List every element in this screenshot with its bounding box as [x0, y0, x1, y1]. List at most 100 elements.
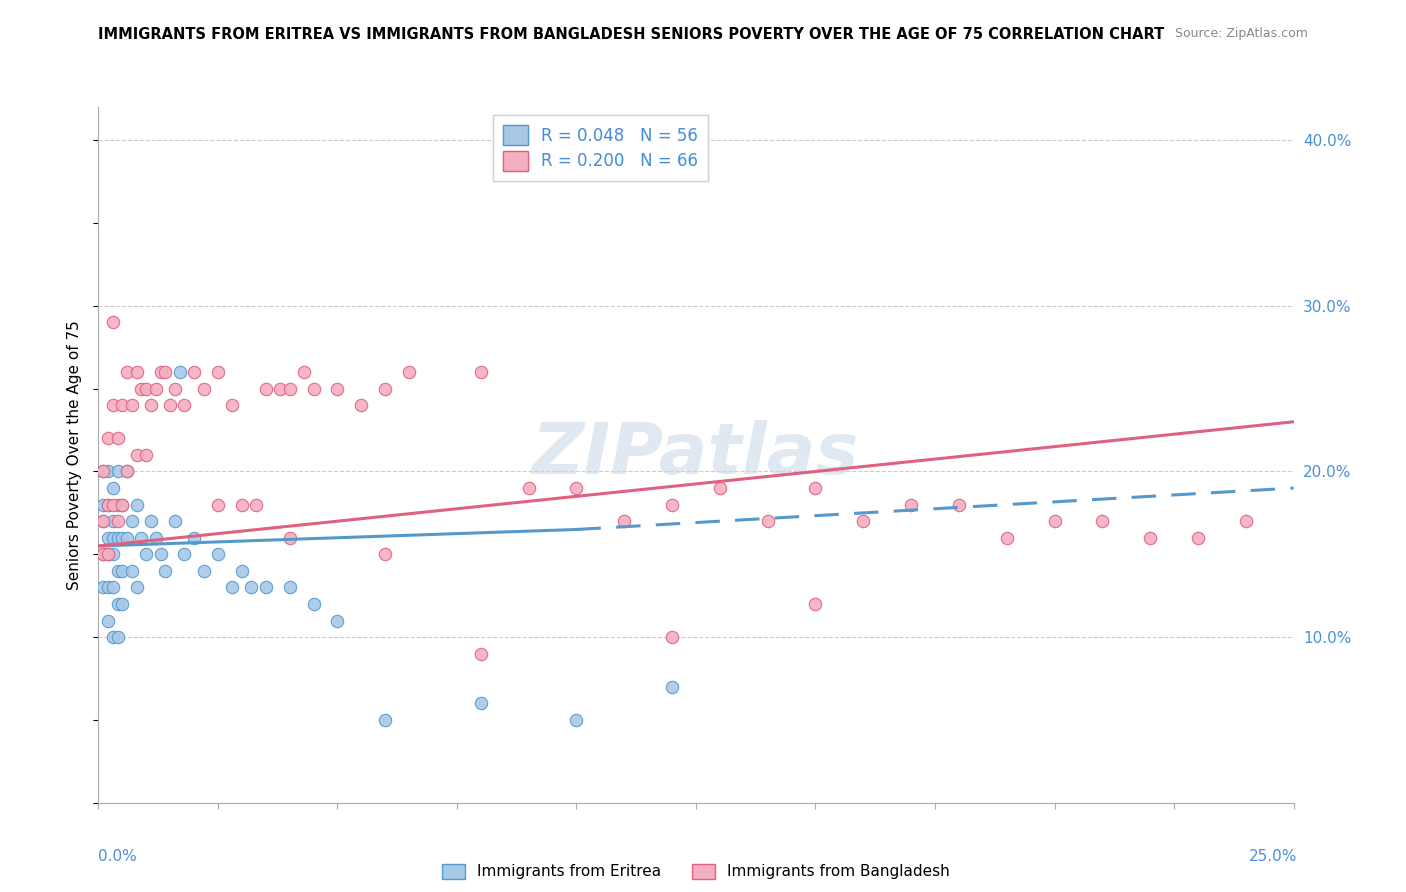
Point: [852, 514, 875, 528]
Point: [207, 547, 229, 561]
Point: [131, 531, 153, 545]
Point: [278, 382, 301, 396]
Point: [350, 398, 373, 412]
Point: [111, 531, 134, 545]
Point: [111, 498, 134, 512]
Point: [107, 531, 129, 545]
Point: [900, 498, 922, 512]
Point: [111, 498, 134, 512]
Text: 0.0%: 0.0%: [98, 849, 138, 863]
Point: [101, 315, 124, 329]
Point: [139, 514, 162, 528]
Point: [145, 382, 167, 396]
Point: [115, 531, 138, 545]
Point: [107, 630, 129, 644]
Point: [107, 514, 129, 528]
Point: [804, 481, 827, 495]
Point: [97, 465, 120, 479]
Point: [139, 398, 162, 412]
Point: [183, 365, 205, 379]
Point: [101, 398, 124, 412]
Point: [125, 498, 148, 512]
Point: [101, 531, 124, 545]
Point: [115, 465, 138, 479]
Point: [231, 564, 253, 578]
Point: [254, 382, 277, 396]
Point: [1139, 531, 1161, 545]
Point: [115, 465, 138, 479]
Point: [149, 365, 172, 379]
Point: [240, 581, 263, 595]
Point: [245, 498, 267, 512]
Point: [1187, 531, 1209, 545]
Point: [101, 481, 124, 495]
Point: [173, 547, 195, 561]
Point: [1091, 514, 1114, 528]
Point: [470, 365, 492, 379]
Point: [221, 398, 243, 412]
Point: [756, 514, 779, 528]
Point: [948, 498, 970, 512]
Point: [97, 498, 120, 512]
Point: [101, 630, 124, 644]
Point: [661, 498, 683, 512]
Point: [135, 448, 157, 462]
Point: [97, 581, 120, 595]
Point: [302, 597, 325, 611]
Point: [145, 531, 167, 545]
Point: [107, 564, 129, 578]
Point: [97, 498, 120, 512]
Point: [207, 365, 229, 379]
Point: [278, 531, 301, 545]
Point: [995, 531, 1018, 545]
Point: [207, 498, 229, 512]
Point: [91, 514, 114, 528]
Point: [91, 514, 114, 528]
Point: [159, 398, 181, 412]
Point: [107, 597, 129, 611]
Point: [173, 398, 195, 412]
Point: [326, 382, 349, 396]
Text: 25.0%: 25.0%: [1250, 849, 1298, 863]
Point: [155, 365, 177, 379]
Point: [115, 365, 138, 379]
Point: [565, 481, 588, 495]
Point: [231, 498, 253, 512]
Point: [470, 697, 492, 711]
Point: [107, 431, 129, 445]
Y-axis label: Seniors Poverty Over the Age of 75: Seniors Poverty Over the Age of 75: [67, 320, 83, 590]
Point: [107, 498, 129, 512]
Point: [121, 514, 143, 528]
Point: [125, 581, 148, 595]
Point: [193, 564, 215, 578]
Point: [135, 547, 157, 561]
Point: [709, 481, 731, 495]
Point: [111, 398, 134, 412]
Point: [101, 514, 124, 528]
Point: [374, 547, 396, 561]
Point: [374, 382, 396, 396]
Point: [517, 481, 540, 495]
Point: [269, 382, 291, 396]
Point: [97, 614, 120, 628]
Point: [254, 581, 277, 595]
Point: [91, 547, 114, 561]
Point: [163, 514, 186, 528]
Point: [374, 713, 396, 727]
Point: [804, 597, 827, 611]
Point: [91, 498, 114, 512]
Point: [470, 647, 492, 661]
Point: [292, 365, 315, 379]
Point: [565, 713, 588, 727]
Point: [131, 382, 153, 396]
Point: [1043, 514, 1066, 528]
Point: [97, 547, 120, 561]
Point: [613, 514, 636, 528]
Point: [91, 581, 114, 595]
Point: [101, 581, 124, 595]
Legend: R = 0.048   N = 56, R = 0.200   N = 66: R = 0.048 N = 56, R = 0.200 N = 66: [492, 115, 709, 180]
Point: [97, 547, 120, 561]
Point: [135, 382, 157, 396]
Text: Source: ZipAtlas.com: Source: ZipAtlas.com: [1174, 27, 1308, 40]
Point: [101, 547, 124, 561]
